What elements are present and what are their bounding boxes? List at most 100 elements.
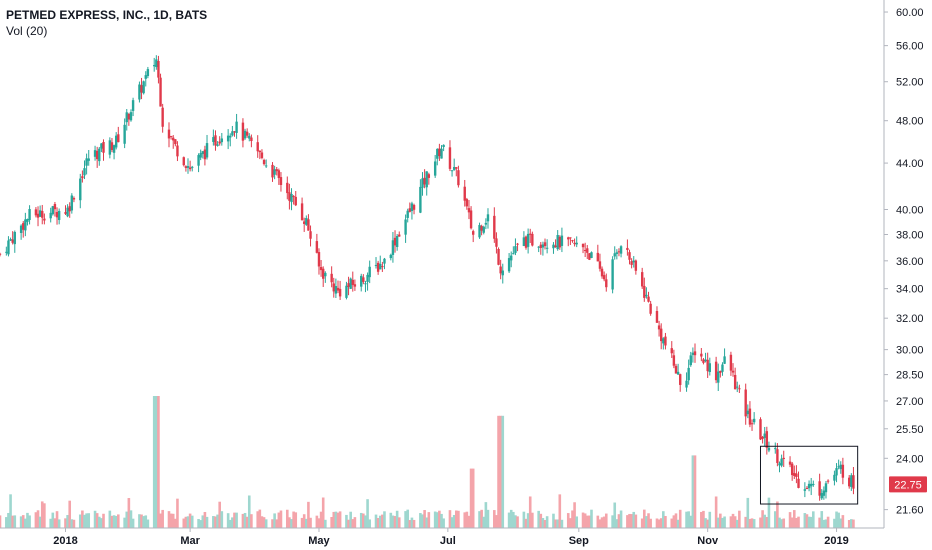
candle-body <box>68 206 71 212</box>
candle-body <box>127 114 131 120</box>
candle-body <box>302 221 306 224</box>
candle-body <box>300 203 304 221</box>
volume-bar <box>410 517 414 528</box>
volume-bar <box>788 512 792 528</box>
price-tick-label: 38.00 <box>896 229 924 241</box>
candle-body <box>655 311 659 323</box>
candle-body <box>691 352 695 355</box>
volume-bar <box>332 511 336 528</box>
candle-body <box>264 165 268 167</box>
volume-bar <box>309 517 312 528</box>
volume-bar <box>543 520 547 528</box>
candle-body <box>330 273 333 283</box>
volume-bar <box>419 513 422 528</box>
candle-body <box>360 275 363 287</box>
candle-body <box>482 226 485 233</box>
volume-bar <box>647 513 650 528</box>
candle-body <box>174 139 177 145</box>
candle-body <box>731 370 735 373</box>
volume-bar <box>803 513 807 528</box>
candle-body <box>216 144 219 146</box>
volume-bar <box>571 510 574 528</box>
candle-body <box>229 135 232 138</box>
candle-body <box>484 222 488 225</box>
candle-body <box>670 348 673 354</box>
volume-bar <box>655 518 659 528</box>
candle-body <box>573 242 576 245</box>
candle-body <box>452 166 456 170</box>
candle-body <box>465 199 469 207</box>
volume-bar <box>300 517 304 528</box>
candle-body <box>531 233 534 246</box>
candle-body <box>155 59 158 68</box>
price-tick-label: 30.00 <box>896 345 924 357</box>
volume-bar <box>613 502 617 528</box>
candle-body <box>721 364 724 372</box>
candle-body <box>632 260 635 263</box>
candle-body <box>841 464 845 478</box>
candle-body <box>640 272 644 287</box>
candle-body <box>765 431 769 448</box>
volume-bar <box>581 512 585 528</box>
candle-body <box>153 65 156 67</box>
volume-bar <box>480 509 483 528</box>
candle-body <box>93 150 97 157</box>
volume-bar <box>822 519 826 528</box>
volume-bar <box>700 511 703 528</box>
candle-body <box>349 278 352 289</box>
candle-body <box>590 252 593 258</box>
volume-bar <box>469 468 473 528</box>
candle-body <box>66 207 69 217</box>
candle-body <box>583 250 587 252</box>
volume-indicator-label[interactable]: Vol (20) <box>6 24 48 38</box>
candle-body <box>319 266 323 271</box>
volume-bar <box>495 515 498 528</box>
candle-body <box>541 244 545 248</box>
candle-body <box>95 150 99 160</box>
volume-bar <box>290 519 293 528</box>
volume-bar <box>302 514 306 528</box>
candle-body <box>292 196 295 198</box>
volume-bar <box>186 516 190 528</box>
volume-bar <box>374 514 378 528</box>
volume-bar <box>0 515 2 528</box>
candle-body <box>767 447 771 451</box>
candle-body <box>157 60 160 78</box>
volume-bar <box>336 512 340 528</box>
volume-bar <box>197 518 200 528</box>
candle-body <box>748 408 752 425</box>
volume-bar <box>391 515 395 528</box>
volume-bar <box>522 511 526 528</box>
volume-bar <box>465 511 469 528</box>
volume-bar <box>383 511 386 528</box>
time-axis[interactable]: 2018 Mar May Jul Sep Nov 2019 <box>53 528 849 547</box>
price-tick-label: 52.00 <box>896 77 924 89</box>
time-tick-label: Mar <box>180 535 200 547</box>
candle-body <box>571 240 574 242</box>
price-axis[interactable]: 21.60 22.75 24.00 25.50 27.00 28.50 30.00 32.00… <box>884 7 927 517</box>
volume-bar <box>404 511 407 528</box>
volume-bar <box>452 514 456 528</box>
candle-body <box>560 235 564 246</box>
candle-body <box>36 213 40 218</box>
volume-bar <box>676 519 680 528</box>
volume-bar <box>351 519 355 528</box>
candle-body <box>780 458 783 466</box>
candle-body <box>336 287 340 291</box>
candle-body <box>161 107 164 127</box>
volume-bar <box>471 468 475 528</box>
volume-bar <box>685 511 688 528</box>
volume-bar <box>763 514 767 528</box>
volume-bar <box>36 510 40 528</box>
price-tick-label: 56.00 <box>896 41 924 53</box>
candle-body <box>398 234 401 237</box>
candle-body <box>322 268 325 279</box>
price-tick-label: 32.00 <box>896 313 924 325</box>
volume-bar <box>716 517 720 528</box>
candle-body <box>138 84 141 100</box>
highlight-rectangle[interactable] <box>759 445 859 505</box>
volume-bar <box>552 513 555 528</box>
volume-bar <box>509 509 513 528</box>
candle-body <box>826 480 830 482</box>
